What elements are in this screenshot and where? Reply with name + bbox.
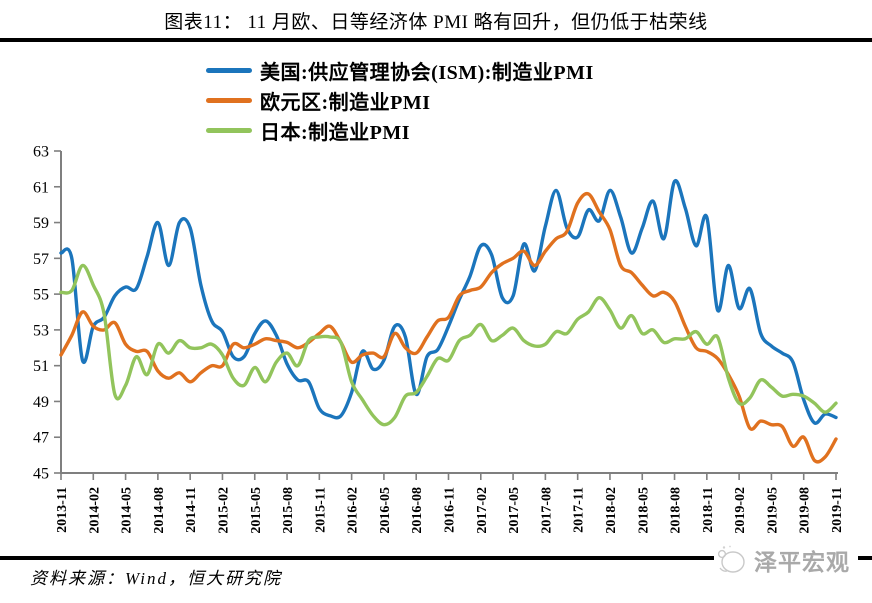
source-note: 资料来源：Wind，恒大研究院 — [30, 569, 282, 588]
legend-swatch-eurozone — [206, 97, 252, 103]
svg-text:55: 55 — [33, 287, 49, 304]
legend-item-eurozone: 欧元区:制造业PMI — [206, 85, 594, 115]
top-divider — [0, 38, 872, 42]
zeping-macro-logo-icon — [717, 545, 745, 573]
svg-text:2019-11: 2019-11 — [830, 487, 845, 533]
plot-area: 45 47 49 51 53 55 57 59 61 63 2013-11 2014-02 2014-0… — [0, 140, 872, 556]
svg-text:59: 59 — [33, 215, 49, 232]
legend-label-us: 美国:供应管理协会(ISM):制造业PMI — [260, 61, 594, 84]
svg-text:2015-02: 2015-02 — [216, 487, 231, 534]
svg-text:49: 49 — [33, 394, 49, 411]
watermark: 泽平宏观 — [714, 539, 858, 581]
svg-text:2015-08: 2015-08 — [281, 487, 296, 534]
svg-text:2015-11: 2015-11 — [313, 487, 328, 533]
svg-text:2017-08: 2017-08 — [539, 487, 554, 534]
svg-text:2018-11: 2018-11 — [701, 487, 716, 533]
svg-text:53: 53 — [33, 322, 49, 339]
svg-text:2019-08: 2019-08 — [798, 487, 813, 534]
svg-text:63: 63 — [33, 144, 49, 161]
watermark-text: 泽平宏观 — [754, 550, 850, 575]
svg-text:61: 61 — [33, 179, 49, 196]
svg-text:57: 57 — [33, 251, 49, 268]
svg-text:2017-02: 2017-02 — [475, 487, 490, 534]
svg-text:2014-05: 2014-05 — [120, 487, 135, 534]
svg-text:2019-02: 2019-02 — [733, 487, 748, 534]
bottom-divider — [0, 556, 872, 560]
legend-swatch-japan — [206, 127, 252, 133]
chart-legend: 美国:供应管理协会(ISM):制造业PMI 欧元区:制造业PMI 日本:制造业P… — [206, 55, 594, 145]
svg-text:51: 51 — [33, 358, 49, 375]
svg-text:2016-02: 2016-02 — [346, 487, 361, 534]
svg-text:2016-05: 2016-05 — [378, 487, 393, 534]
svg-text:2016-08: 2016-08 — [410, 487, 425, 534]
pmi-line-chart: 45 47 49 51 53 55 57 59 61 63 2013-11 2014-02 2014-0… — [33, 144, 845, 534]
svg-text:45: 45 — [33, 466, 49, 483]
svg-text:2013-11: 2013-11 — [55, 487, 70, 533]
svg-text:2014-08: 2014-08 — [152, 487, 167, 534]
svg-text:2016-11: 2016-11 — [443, 487, 458, 533]
chart-title: 图表11： 11 月欧、日等经济体 PMI 略有回升，但仍低于枯荣线 — [164, 12, 708, 33]
svg-text:2017-11: 2017-11 — [572, 487, 587, 533]
legend-label-eurozone: 欧元区:制造业PMI — [260, 91, 431, 114]
legend-swatch-us — [206, 67, 252, 73]
svg-text:2018-05: 2018-05 — [636, 487, 651, 534]
svg-text:2018-02: 2018-02 — [604, 487, 619, 534]
svg-text:2018-08: 2018-08 — [669, 487, 684, 534]
svg-text:2019-05: 2019-05 — [765, 487, 780, 534]
legend-item-japan: 日本:制造业PMI — [206, 115, 594, 145]
svg-text:47: 47 — [33, 430, 49, 447]
legend-label-japan: 日本:制造业PMI — [260, 121, 411, 144]
svg-text:2015-05: 2015-05 — [249, 487, 264, 534]
svg-text:2014-02: 2014-02 — [87, 487, 102, 534]
legend-item-us: 美国:供应管理协会(ISM):制造业PMI — [206, 55, 594, 85]
svg-text:2017-05: 2017-05 — [507, 487, 522, 534]
svg-text:2014-11: 2014-11 — [184, 487, 199, 533]
